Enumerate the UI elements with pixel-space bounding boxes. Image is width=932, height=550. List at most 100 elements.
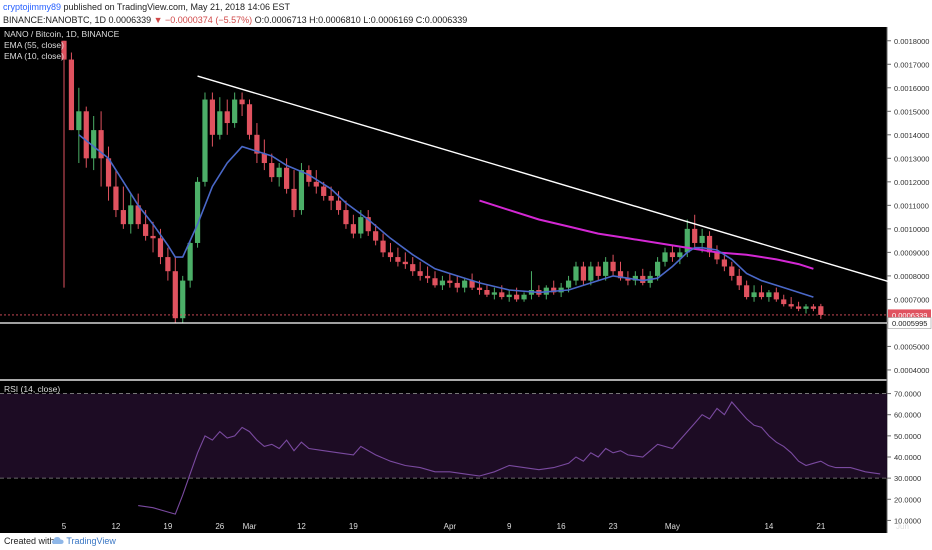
candle-body bbox=[462, 280, 468, 288]
candle-body bbox=[313, 181, 319, 187]
candle-body bbox=[424, 275, 431, 279]
candle-body bbox=[202, 99, 208, 182]
candle-body bbox=[306, 170, 312, 182]
time-tick-label: 21 bbox=[816, 522, 825, 531]
candle-body bbox=[128, 205, 134, 225]
price-tick-label: 0.0014000 bbox=[894, 131, 929, 140]
candle-body bbox=[335, 200, 342, 211]
candle-body bbox=[469, 280, 475, 288]
candle-body bbox=[165, 257, 171, 272]
rsi-line bbox=[138, 401, 881, 515]
candle-body bbox=[773, 292, 779, 300]
candle-body bbox=[551, 287, 557, 293]
candle-body bbox=[595, 266, 601, 276]
footer: Created with TradingView bbox=[0, 533, 932, 550]
rsi-pane bbox=[0, 393, 887, 515]
publish-info: published on TradingView.com, May 21, 20… bbox=[63, 2, 291, 12]
price-tick-label: 0.0016000 bbox=[894, 84, 929, 93]
rsi-band bbox=[0, 393, 887, 479]
tradingview-brand: TradingView bbox=[66, 536, 116, 546]
last-price: 0.0006339 bbox=[108, 15, 152, 25]
time-tick-label: 26 bbox=[215, 522, 224, 531]
time-tick-label: 5 bbox=[62, 522, 67, 531]
candle-body bbox=[98, 130, 104, 159]
candle-body bbox=[662, 252, 668, 262]
time-tick-label: 19 bbox=[349, 522, 358, 531]
candle-body bbox=[172, 271, 178, 319]
price-tick-label: 0.0007000 bbox=[894, 295, 929, 304]
trendline bbox=[197, 75, 925, 294]
candle-body bbox=[402, 261, 408, 265]
price-pane bbox=[0, 40, 925, 324]
last-price-tag bbox=[888, 309, 931, 321]
ema-slow-legend: EMA (55, close) bbox=[4, 40, 64, 50]
time-tick-label: 23 bbox=[609, 522, 618, 531]
rsi-tick-label: 40.0000 bbox=[894, 453, 921, 462]
price-tick-label: 0.0009000 bbox=[894, 248, 929, 257]
rsi-tick-label: 20.0000 bbox=[894, 495, 921, 504]
candle-body bbox=[135, 205, 141, 225]
candle-body bbox=[684, 228, 690, 253]
candle-body bbox=[328, 195, 334, 201]
candle-body bbox=[194, 181, 201, 243]
candle-body bbox=[395, 257, 401, 262]
candle-body bbox=[120, 210, 126, 225]
last-price-tag-label: 0.0006339 bbox=[892, 311, 927, 320]
price-scale-background bbox=[887, 27, 932, 533]
candle-body bbox=[744, 285, 750, 298]
candle-body bbox=[358, 217, 364, 234]
candle-body bbox=[491, 292, 497, 295]
time-tick-label: 16 bbox=[557, 522, 566, 531]
candle-body bbox=[157, 238, 164, 258]
candle-body bbox=[224, 111, 230, 124]
candle-body bbox=[580, 266, 586, 281]
publish-line: cryptojimmy89 published on TradingView.c… bbox=[3, 2, 290, 12]
candle-body bbox=[476, 287, 483, 290]
candle-body bbox=[365, 217, 371, 232]
candle-body bbox=[105, 158, 112, 187]
candle-body bbox=[291, 188, 297, 211]
candle-body bbox=[573, 266, 579, 281]
candle-body bbox=[284, 167, 290, 189]
candle-body bbox=[76, 111, 82, 131]
candle-body bbox=[350, 224, 356, 234]
candle-body bbox=[91, 130, 97, 159]
candle-body bbox=[209, 99, 215, 135]
candle-body bbox=[298, 170, 305, 211]
created-with-text: Created with bbox=[4, 536, 55, 546]
price-tick-label: 0.0012000 bbox=[894, 178, 929, 187]
time-tick-label: May bbox=[665, 522, 680, 531]
rsi-tick-label: 30.0000 bbox=[894, 474, 921, 483]
candle-body bbox=[83, 111, 89, 159]
rsi-legend: RSI (14, close) bbox=[4, 384, 60, 394]
candle-body bbox=[343, 210, 349, 225]
candle-body bbox=[692, 228, 698, 243]
candle-body bbox=[632, 275, 638, 281]
candle-body bbox=[699, 235, 705, 243]
candle-body bbox=[751, 292, 757, 298]
candle-body bbox=[514, 294, 520, 300]
author-link[interactable]: cryptojimmy89 bbox=[3, 2, 62, 12]
candle-body bbox=[321, 186, 327, 196]
candle-body bbox=[669, 252, 676, 258]
candle-body bbox=[439, 280, 446, 286]
price-tick-label: 0.0010000 bbox=[894, 225, 929, 234]
candle-body bbox=[625, 278, 631, 281]
candle-body bbox=[603, 261, 609, 276]
candle-body bbox=[588, 266, 594, 281]
chart-canvas[interactable]: 0.0018000 0.0017000 0.0016000 0.0015000 0.00… bbox=[0, 27, 932, 533]
candle-body bbox=[721, 259, 727, 267]
time-tick-label: Jun bbox=[896, 522, 909, 531]
candle-body bbox=[232, 99, 238, 124]
support-price-tag-label: 0.0005995 bbox=[892, 319, 927, 328]
candle-body bbox=[803, 306, 809, 309]
ema-slow-line bbox=[479, 199, 814, 270]
candle-body bbox=[417, 271, 423, 276]
price-tick-label: 0.0018000 bbox=[894, 37, 929, 46]
candle-body bbox=[781, 299, 787, 305]
candle-body bbox=[217, 111, 223, 135]
tradingview-logo[interactable]: TradingView bbox=[52, 536, 116, 546]
candle-body bbox=[818, 306, 824, 315]
ema-fast-legend: EMA (10, close) bbox=[4, 51, 64, 61]
symbol-line: BINANCE:NANOBTC, 1D 0.0006339 ▼ −0.00003… bbox=[3, 15, 467, 25]
